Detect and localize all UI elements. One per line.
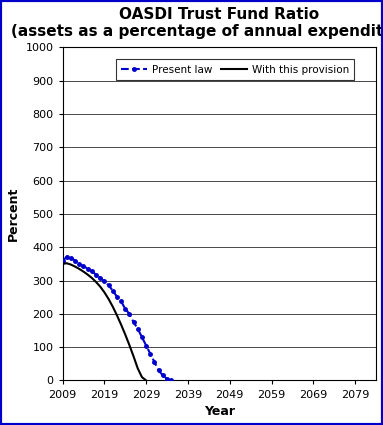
With this provision: [98, 284, 102, 289]
Present law: [85, 266, 90, 271]
Present law: [69, 255, 73, 261]
With this provision: [90, 275, 94, 281]
Present law: [127, 312, 132, 317]
Present law: [123, 306, 128, 312]
With this provision: [140, 374, 144, 380]
Present law: [148, 351, 152, 357]
With this provision: [110, 304, 115, 309]
Present law: [90, 269, 94, 274]
Present law: [115, 294, 119, 299]
With this provision: [115, 313, 119, 318]
Present law: [110, 288, 115, 293]
Present law: [106, 283, 111, 288]
With this provision: [64, 261, 69, 266]
Y-axis label: Percent: Percent: [7, 187, 20, 241]
X-axis label: Year: Year: [204, 405, 235, 418]
With this provision: [69, 262, 73, 267]
Present law: [73, 258, 77, 263]
Present law: [94, 272, 98, 277]
Present law: [102, 279, 106, 284]
Present law: [77, 261, 82, 266]
With this provision: [106, 296, 111, 301]
With this provision: [94, 279, 98, 284]
Present law: [156, 368, 161, 373]
Line: Present law: Present law: [59, 253, 175, 384]
With this provision: [123, 332, 128, 337]
Line: With this provision: With this provision: [62, 263, 146, 380]
With this provision: [119, 322, 123, 327]
With this provision: [81, 269, 86, 274]
With this provision: [77, 266, 82, 272]
Present law: [60, 259, 65, 264]
Present law: [98, 275, 102, 281]
Legend: Present law, With this provision: Present law, With this provision: [116, 60, 354, 80]
Present law: [64, 254, 69, 259]
With this provision: [73, 264, 77, 269]
With this provision: [85, 272, 90, 277]
Title: OASDI Trust Fund Ratio
(assets as a percentage of annual expenditures): OASDI Trust Fund Ratio (assets as a perc…: [11, 7, 383, 40]
With this provision: [102, 290, 106, 295]
With this provision: [131, 354, 136, 359]
With this provision: [136, 366, 140, 371]
With this provision: [144, 378, 149, 383]
Present law: [144, 343, 149, 348]
With this provision: [60, 261, 65, 266]
Present law: [160, 373, 165, 378]
Present law: [140, 334, 144, 340]
With this provision: [127, 343, 132, 348]
Present law: [152, 360, 157, 365]
Present law: [136, 326, 140, 332]
Present law: [169, 378, 173, 383]
Present law: [119, 299, 123, 304]
Present law: [131, 320, 136, 325]
Present law: [81, 264, 86, 269]
Present law: [165, 376, 169, 381]
